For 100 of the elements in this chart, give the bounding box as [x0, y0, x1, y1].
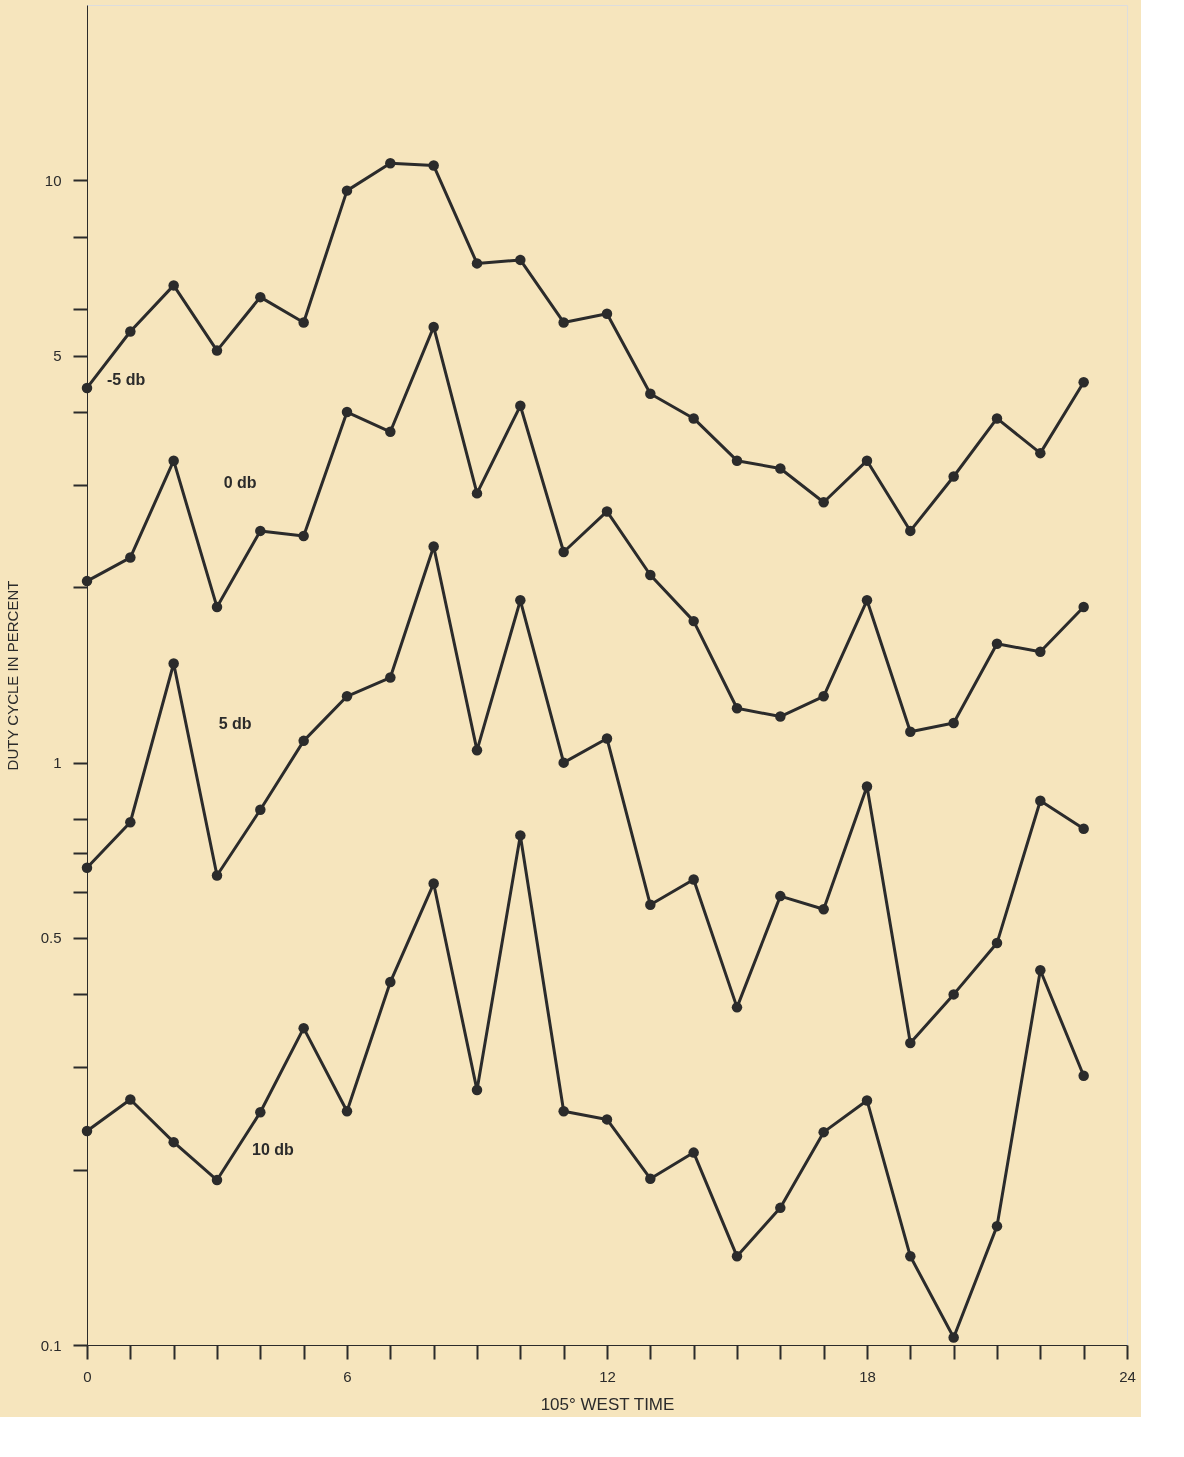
- series-label: 5 db: [218, 714, 252, 732]
- point: [601, 308, 613, 319]
- point: [645, 569, 656, 581]
- point: [818, 1126, 829, 1138]
- point: [645, 388, 656, 399]
- point: [298, 317, 309, 328]
- point: [948, 471, 959, 482]
- point: [861, 1095, 873, 1106]
- point: [1078, 823, 1089, 834]
- y-tick-label: 10: [44, 171, 62, 189]
- x-tick-label: 6: [343, 1367, 352, 1385]
- point: [775, 1202, 786, 1214]
- x-tick-label: 24: [1119, 1367, 1136, 1385]
- x-axis-title: 105° WEST TIME: [540, 1394, 675, 1414]
- point: [428, 878, 439, 889]
- point: [688, 413, 699, 424]
- point: [471, 1084, 483, 1096]
- point: [385, 426, 396, 437]
- point: [515, 254, 526, 266]
- point: [905, 1251, 916, 1262]
- point: [1078, 1070, 1089, 1081]
- point: [905, 1037, 916, 1049]
- point: [385, 976, 396, 988]
- point: [1035, 646, 1046, 658]
- point: [688, 1147, 699, 1158]
- text: 0 db: [223, 473, 257, 491]
- point: [861, 781, 873, 792]
- point: [775, 463, 786, 474]
- point: [255, 525, 266, 537]
- point: [1078, 601, 1089, 613]
- point: [861, 595, 873, 606]
- point: [81, 382, 93, 394]
- point: [428, 541, 439, 552]
- point: [948, 717, 959, 729]
- point: [1035, 965, 1046, 976]
- point: [341, 691, 353, 702]
- point: [385, 157, 396, 169]
- point: [515, 595, 526, 606]
- x-tick-label: 12: [599, 1367, 616, 1385]
- point: [341, 1106, 353, 1117]
- point: [731, 1251, 743, 1262]
- point: [818, 904, 829, 915]
- y-axis-title: DUTY CYCLE IN PERCENT: [3, 580, 21, 771]
- point: [211, 601, 223, 613]
- point: [255, 804, 266, 816]
- x-tick-label: 0: [83, 1367, 92, 1385]
- point: [688, 874, 699, 885]
- point: [168, 658, 179, 669]
- point: [298, 530, 309, 542]
- y-tick-label: 0.1: [40, 1336, 62, 1354]
- point: [731, 703, 743, 714]
- point: [601, 506, 613, 517]
- point: [558, 757, 569, 768]
- point: [81, 1125, 93, 1137]
- point: [948, 1332, 959, 1343]
- point: [81, 575, 93, 587]
- point: [645, 1173, 656, 1184]
- y-tick-label: 0.5: [40, 929, 62, 947]
- y-tick-label: 1: [53, 754, 62, 772]
- point: [81, 862, 93, 873]
- point: [948, 989, 959, 1000]
- point: [255, 1107, 266, 1118]
- point: [298, 1022, 309, 1034]
- point: [125, 1094, 136, 1105]
- point: [1035, 447, 1046, 459]
- point: [1035, 795, 1046, 807]
- y-tick-label: 5: [53, 347, 62, 365]
- series-label: 10 db: [252, 1141, 295, 1159]
- point: [818, 497, 829, 508]
- x-tick-label: 18: [859, 1367, 876, 1385]
- point: [775, 711, 786, 722]
- point: [168, 1136, 179, 1148]
- point: [688, 615, 699, 627]
- point: [211, 345, 223, 356]
- point: [515, 400, 526, 412]
- point: [341, 185, 353, 196]
- point: [125, 817, 136, 828]
- point: [991, 937, 1003, 949]
- point: [905, 726, 916, 737]
- point: [775, 890, 786, 902]
- point: [558, 317, 569, 328]
- point: [558, 1106, 569, 1117]
- point: [471, 488, 483, 499]
- point: [601, 733, 613, 744]
- point: [991, 413, 1003, 424]
- point: [905, 525, 916, 537]
- point: [298, 735, 309, 747]
- point: [818, 691, 829, 702]
- point: [471, 258, 483, 269]
- point: [255, 291, 266, 303]
- point: [168, 455, 179, 466]
- point: [991, 638, 1003, 650]
- point: [125, 326, 136, 337]
- point: [211, 870, 223, 881]
- point: [731, 455, 743, 466]
- point: [1078, 377, 1089, 388]
- point: [515, 830, 526, 841]
- point: [341, 406, 353, 418]
- point: [385, 672, 396, 683]
- point: [645, 899, 656, 911]
